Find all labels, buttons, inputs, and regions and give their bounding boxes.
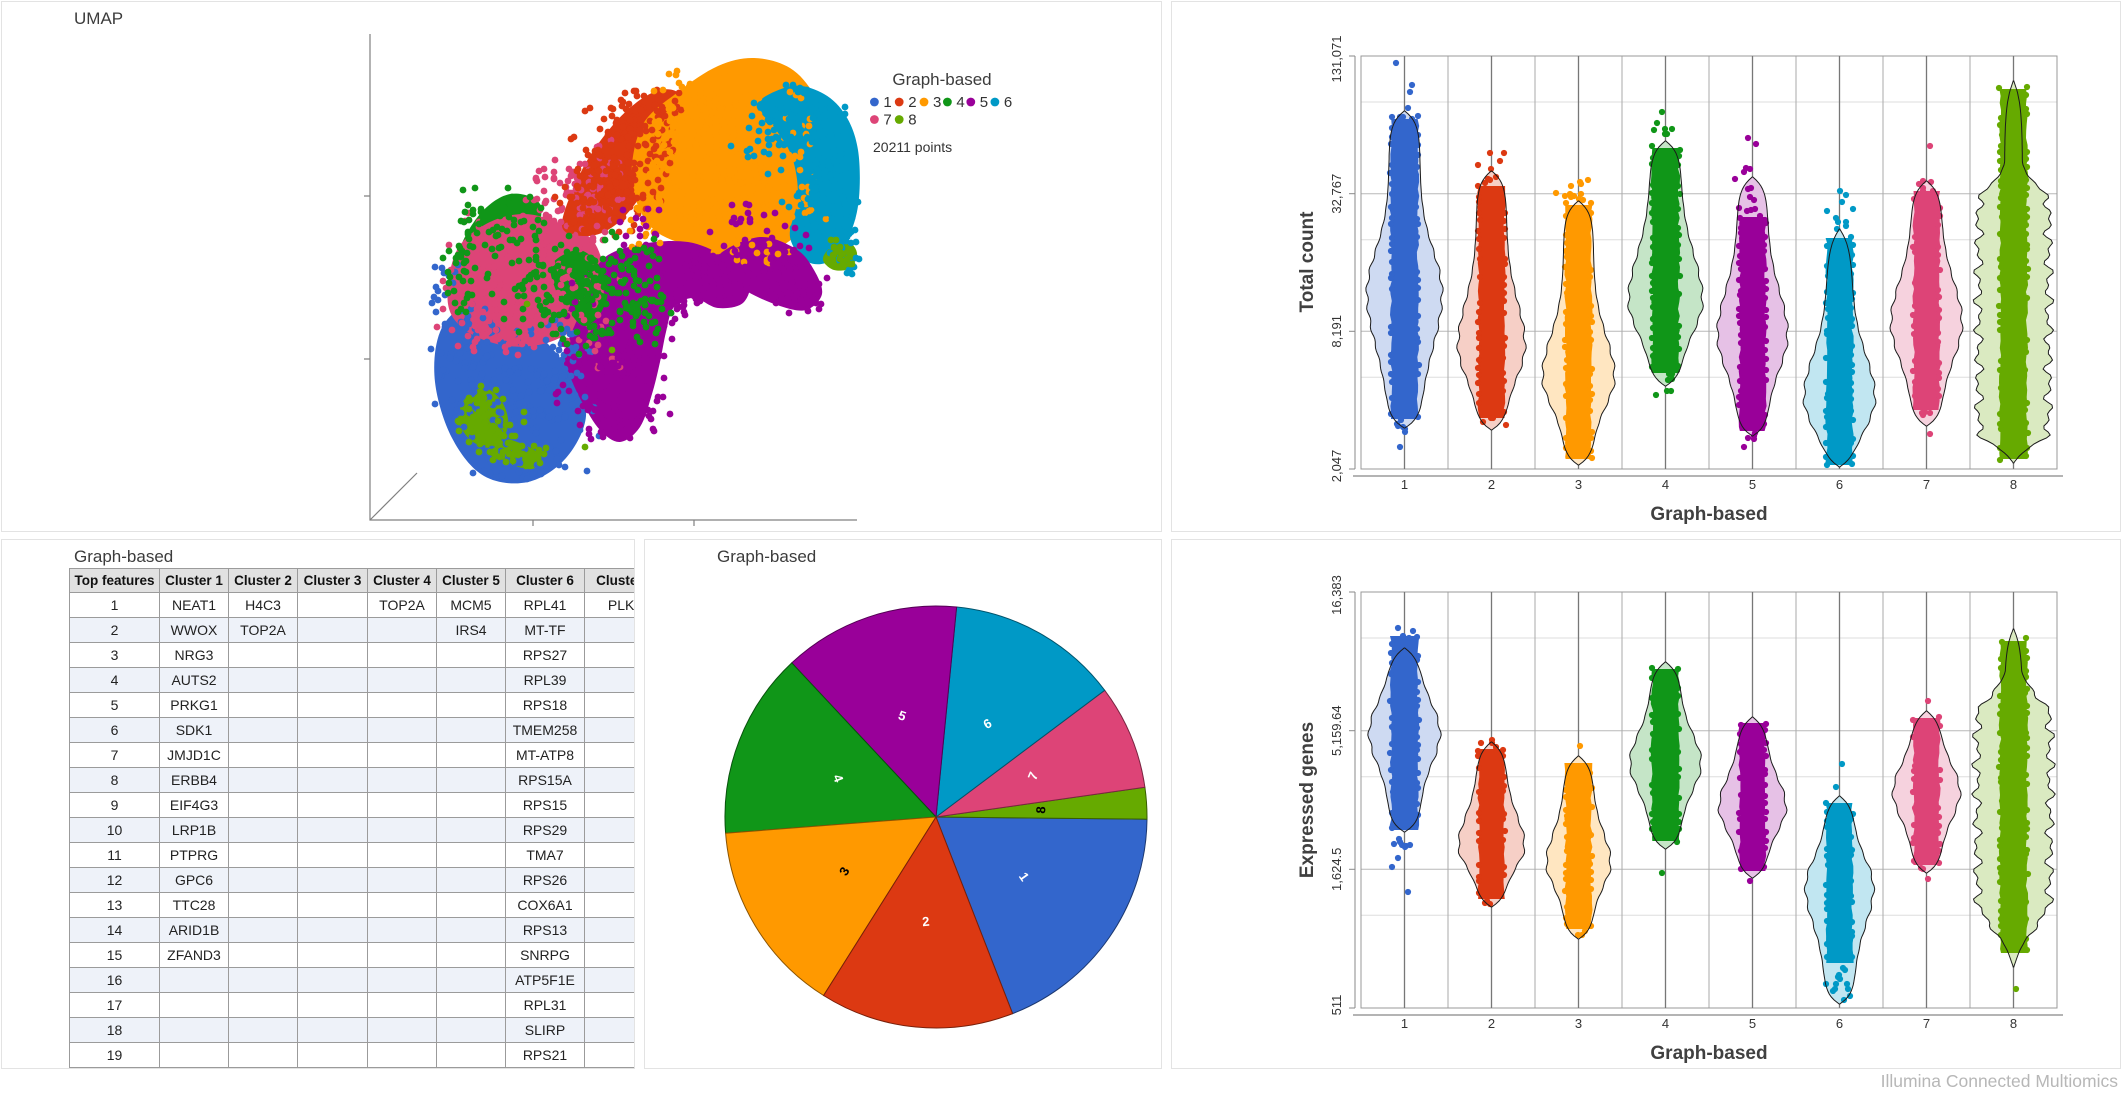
svg-text:8: 8 (2010, 1016, 2017, 1031)
svg-text:1: 1 (1401, 1016, 1408, 1031)
svg-text:2: 2 (1488, 477, 1495, 492)
svg-text:6: 6 (1836, 477, 1843, 492)
svg-text:32,767: 32,767 (1329, 174, 1344, 214)
svg-text:16,383: 16,383 (1329, 575, 1344, 615)
svg-text:8: 8 (2010, 477, 2017, 492)
svg-text:3: 3 (933, 94, 941, 111)
svg-text:511: 511 (1329, 995, 1344, 1016)
svg-text:6: 6 (1004, 94, 1012, 111)
svg-text:3: 3 (1575, 477, 1582, 492)
svg-text:Expressed genes: Expressed genes (1297, 722, 1318, 878)
svg-text:Graph-based: Graph-based (892, 70, 991, 89)
svg-text:Total count: Total count (1297, 211, 1318, 313)
svg-text:2: 2 (1488, 1016, 1495, 1031)
svg-text:5: 5 (980, 94, 988, 111)
svg-text:8: 8 (1033, 806, 1048, 814)
svg-text:2: 2 (921, 914, 930, 930)
svg-text:7: 7 (1923, 1016, 1930, 1031)
svg-text:4: 4 (1662, 1016, 1669, 1031)
svg-text:7: 7 (1923, 477, 1930, 492)
svg-text:Graph-based: Graph-based (1650, 504, 1767, 525)
svg-text:4: 4 (956, 94, 964, 111)
svg-text:1,624.5: 1,624.5 (1329, 848, 1344, 891)
svg-text:Graph-based: Graph-based (1650, 1043, 1767, 1064)
svg-text:5: 5 (1749, 477, 1756, 492)
svg-text:5,159.64: 5,159.64 (1329, 705, 1344, 756)
svg-text:5: 5 (1749, 1016, 1756, 1031)
svg-text:8,191: 8,191 (1329, 315, 1344, 348)
svg-text:2,047: 2,047 (1329, 450, 1344, 483)
svg-text:4: 4 (1662, 477, 1669, 492)
svg-text:6: 6 (1836, 1016, 1843, 1031)
svg-text:3: 3 (1575, 1016, 1582, 1031)
svg-text:1: 1 (883, 94, 891, 111)
svg-text:7: 7 (883, 112, 891, 129)
svg-text:5: 5 (896, 707, 908, 724)
svg-text:1: 1 (1401, 477, 1408, 492)
svg-text:131,071: 131,071 (1329, 36, 1344, 83)
svg-text:20211 points: 20211 points (873, 139, 952, 155)
svg-text:8: 8 (908, 112, 916, 129)
svg-text:2: 2 (908, 94, 916, 111)
